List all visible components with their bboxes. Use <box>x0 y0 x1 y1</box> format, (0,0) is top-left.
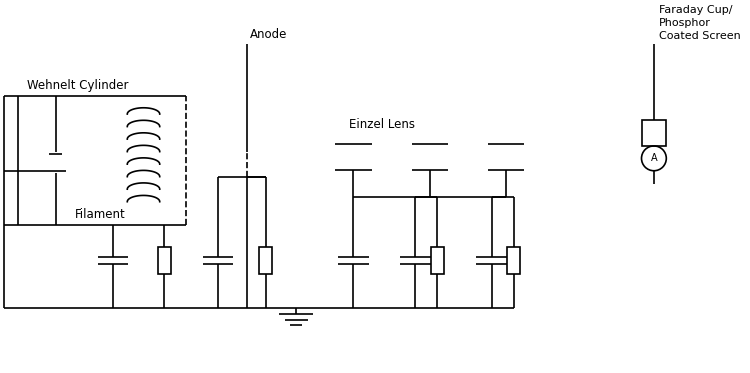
Text: Wehnelt Cylinder: Wehnelt Cylinder <box>27 79 128 91</box>
Text: Filament: Filament <box>75 208 125 221</box>
Bar <box>260 247 272 274</box>
Bar <box>431 247 443 274</box>
Text: Anode: Anode <box>251 28 288 41</box>
Bar <box>641 120 666 146</box>
Text: Faraday Cup/
Phosphor
Coated Screen: Faraday Cup/ Phosphor Coated Screen <box>658 4 740 41</box>
Bar <box>508 247 520 274</box>
Bar <box>158 247 171 274</box>
Text: A: A <box>650 153 657 163</box>
Text: Einzel Lens: Einzel Lens <box>349 117 415 131</box>
